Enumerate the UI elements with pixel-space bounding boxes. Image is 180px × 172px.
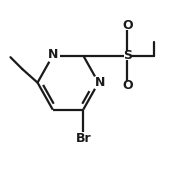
- Text: Br: Br: [75, 132, 91, 145]
- Text: S: S: [123, 49, 132, 62]
- Text: O: O: [122, 79, 132, 92]
- Text: N: N: [48, 48, 58, 61]
- Text: O: O: [122, 19, 132, 33]
- Text: N: N: [95, 76, 105, 89]
